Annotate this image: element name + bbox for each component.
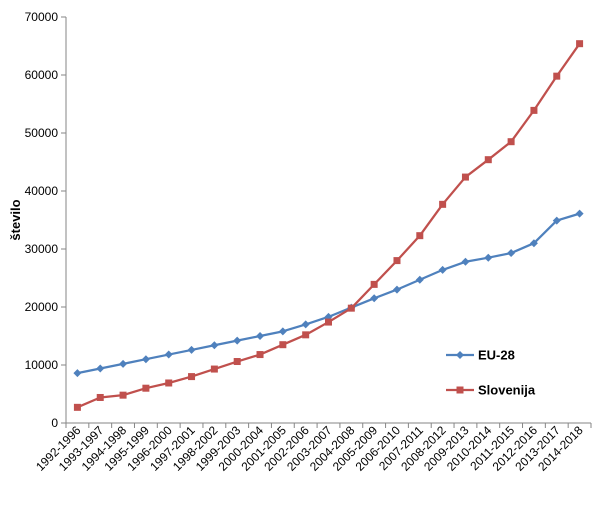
data-point: [187, 345, 196, 354]
data-point: [507, 249, 516, 258]
data-point: [439, 200, 447, 208]
y-tick-label: 50000: [25, 126, 59, 140]
data-point: [552, 216, 561, 225]
x-axis: 1992-19961993-19971994-19981995-19991996…: [33, 422, 592, 474]
data-point: [325, 318, 332, 326]
y-tick-label: 60000: [25, 68, 59, 82]
data-point: [301, 320, 310, 329]
y-tick-label: 0: [51, 416, 58, 430]
series-0: [73, 209, 584, 378]
data-point: [96, 393, 104, 401]
data-point: [165, 379, 173, 387]
series-1: [73, 40, 584, 411]
legend-marker: [456, 351, 464, 359]
data-point: [392, 285, 401, 294]
data-point: [302, 331, 310, 339]
legend-item-0: EU-28: [446, 348, 515, 363]
data-point: [438, 265, 447, 274]
data-point: [461, 257, 470, 266]
data-point: [529, 239, 538, 248]
data-point: [553, 72, 561, 80]
legend-label: EU-28: [478, 348, 515, 363]
y-tick-label: 10000: [25, 358, 59, 372]
data-point: [484, 156, 492, 164]
data-point: [507, 138, 515, 146]
series-layer: [73, 40, 584, 411]
data-point: [119, 359, 128, 368]
data-point: [415, 275, 424, 284]
data-point: [393, 257, 401, 265]
data-point: [461, 173, 469, 181]
data-point: [278, 327, 287, 336]
data-point: [530, 106, 538, 114]
data-point: [575, 209, 584, 218]
data-point: [233, 336, 242, 345]
data-point: [141, 355, 150, 364]
data-point: [484, 253, 493, 262]
data-point: [96, 364, 105, 373]
y-tick-label: 20000: [25, 300, 59, 314]
y-tick-label: 70000: [25, 10, 59, 24]
data-point: [73, 403, 81, 411]
data-point: [210, 341, 219, 350]
data-point: [256, 351, 264, 359]
legend: EU-28 Slovenija: [446, 348, 536, 398]
data-point: [370, 280, 378, 288]
data-point: [347, 304, 355, 312]
y-tick-label: 30000: [25, 242, 59, 256]
data-point: [279, 341, 287, 349]
legend-marker: [456, 386, 464, 394]
data-point: [416, 232, 424, 240]
data-point: [73, 369, 82, 378]
data-point: [188, 373, 196, 381]
y-axis: 0 10000 20000 30000 40000 50000 60000 70000: [25, 10, 67, 430]
data-point: [370, 294, 379, 303]
y-axis-title: število: [8, 199, 23, 240]
data-point: [210, 365, 218, 373]
data-point: [256, 332, 265, 340]
data-point: [142, 384, 150, 392]
y-tick-label: 40000: [25, 184, 59, 198]
legend-item-1: Slovenija: [446, 383, 536, 398]
legend-label: Slovenija: [478, 383, 536, 398]
data-point: [233, 358, 241, 366]
data-point: [119, 391, 127, 399]
data-point: [164, 350, 173, 359]
data-point: [576, 40, 584, 48]
